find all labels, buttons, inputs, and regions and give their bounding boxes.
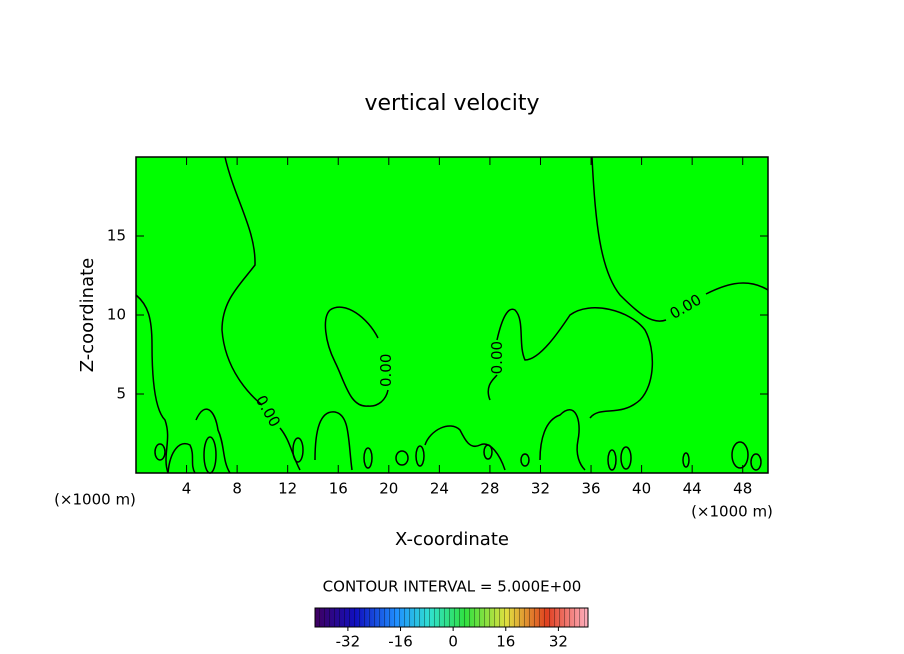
contour-label: 0.00 xyxy=(377,354,395,387)
x-axis-title: X-coordinate xyxy=(395,529,509,550)
contour-line xyxy=(591,156,667,322)
x-tick-label: 28 xyxy=(480,480,499,498)
chart-title: vertical velocity xyxy=(364,91,539,116)
contour-label: 0.00 xyxy=(488,341,506,374)
plot-area xyxy=(136,157,768,473)
contour-line xyxy=(167,408,231,474)
contour-line xyxy=(620,446,632,470)
colorbar-tick-label: -16 xyxy=(388,633,413,651)
contour-line xyxy=(135,294,169,474)
contour-line xyxy=(415,445,425,467)
x-tick-label: 36 xyxy=(581,480,600,498)
contour-line xyxy=(487,307,654,419)
x-unit-label: (×1000 m) xyxy=(691,503,773,521)
contour-line xyxy=(682,452,690,468)
x-tick-label: 12 xyxy=(278,480,297,498)
contour-line xyxy=(314,411,353,471)
contour-line xyxy=(424,425,506,471)
contour-line xyxy=(363,447,373,469)
colorbar-tick-label: 32 xyxy=(549,633,568,651)
contour-interval: CONTOUR INTERVAL = 5.000E+00 xyxy=(323,578,582,596)
x-tick-label: 20 xyxy=(379,480,398,498)
contour-line xyxy=(705,282,769,295)
x-tick-label: 8 xyxy=(232,480,242,498)
contour-line xyxy=(395,450,409,466)
colorbar-tick-label: -32 xyxy=(336,633,361,651)
contour-line xyxy=(539,409,586,471)
contour-line xyxy=(607,449,617,471)
y-tick-label: 10 xyxy=(107,306,126,324)
colorbar-stripes xyxy=(314,607,589,628)
contour-line xyxy=(154,443,166,461)
x-tick-label: 44 xyxy=(683,480,702,498)
contour-line xyxy=(279,427,301,471)
y-axis-title: Z-coordinate xyxy=(77,258,98,373)
y-tick-label: 5 xyxy=(116,385,126,403)
contour-line xyxy=(731,441,749,469)
colorbar-tick-label: 16 xyxy=(496,633,515,651)
contour-line xyxy=(324,306,389,407)
contour-line xyxy=(750,453,762,471)
x-tick-label: 24 xyxy=(430,480,449,498)
x-tick-label: 32 xyxy=(531,480,550,498)
contour-line xyxy=(483,444,493,460)
x-unit-label: (×1000 m) xyxy=(54,491,136,509)
contour-line xyxy=(520,453,530,467)
contour-line xyxy=(221,156,263,406)
x-tick-label: 48 xyxy=(733,480,752,498)
x-tick-label: 40 xyxy=(632,480,651,498)
colorbar-tick-label: 0 xyxy=(448,633,458,651)
contour-lines xyxy=(135,156,769,474)
x-tick-label: 4 xyxy=(182,480,192,498)
contour-line xyxy=(292,437,304,463)
x-tick-label: 16 xyxy=(329,480,348,498)
y-tick-label: 15 xyxy=(107,227,126,245)
